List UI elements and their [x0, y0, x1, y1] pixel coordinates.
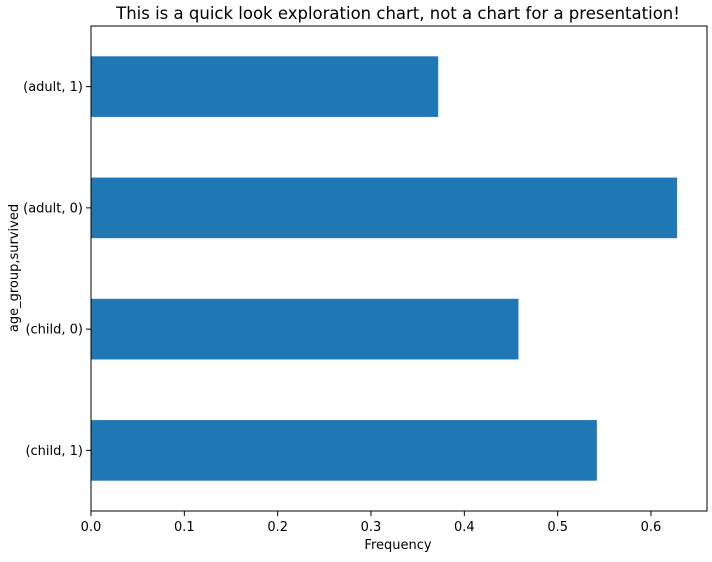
x-axis-label: Frequency	[364, 538, 431, 553]
y-axis: (adult, 1) (adult, 0) (child, 0) (child, 1)	[23, 80, 91, 459]
bar	[91, 298, 519, 360]
y-tick-label: (child, 0)	[25, 323, 83, 338]
x-tick-label: 0.3	[361, 520, 382, 535]
plot-frame	[90, 25, 708, 512]
x-axis: 0.0 0.1 0.2 0.3 0.4 0.5 0.6	[81, 511, 662, 535]
y-tick-label: (adult, 1)	[23, 80, 83, 95]
bar	[91, 177, 678, 239]
x-tick-label: 0.1	[174, 520, 195, 535]
chart-title: This is a quick look exploration chart, …	[115, 4, 680, 23]
x-tick-label: 0.5	[547, 520, 568, 535]
x-tick-label: 0.6	[641, 520, 662, 535]
x-tick-label: 0.0	[81, 520, 102, 535]
x-tick-label: 0.2	[267, 520, 288, 535]
x-tick-label: 0.4	[454, 520, 475, 535]
y-tick-label: (child, 1)	[25, 444, 83, 459]
y-tick-label: (adult, 0)	[23, 201, 83, 216]
y-axis-label: age_group,survived	[7, 204, 22, 332]
bar	[91, 56, 439, 117]
bars-group	[91, 56, 678, 481]
bar	[91, 420, 597, 481]
